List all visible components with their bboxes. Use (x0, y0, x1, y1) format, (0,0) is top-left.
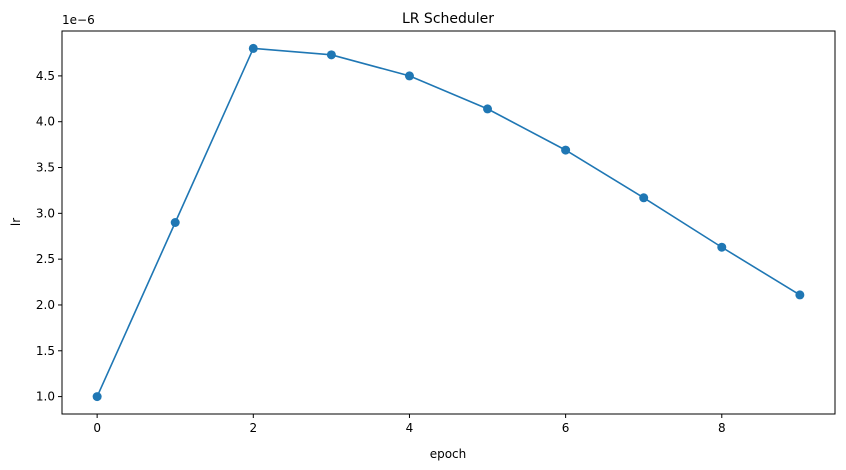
data-point (326, 50, 336, 60)
y-axis-label: lr (9, 218, 23, 226)
x-tick-label: 4 (406, 421, 414, 435)
chart-title: LR Scheduler (402, 11, 494, 27)
data-point (404, 71, 414, 81)
series-line (96, 47, 801, 397)
y-tick-label: 3.5 (36, 161, 55, 175)
y-offset-label: 1e−6 (62, 13, 95, 27)
data-point (639, 193, 649, 203)
data-point (170, 218, 180, 227)
x-tick-label: 2 (249, 421, 257, 435)
axis-ticks: 0 2 4 6 8 1.0 1.5 2.0 2.5 3.0 3.5 4.0 4.5 (36, 69, 726, 435)
x-axis-label: epoch (430, 447, 467, 461)
data-point (717, 242, 727, 252)
x-tick-label: 0 (93, 421, 101, 435)
y-tick-label: 4.0 (36, 115, 55, 129)
y-tick-label: 1.5 (36, 344, 55, 358)
data-point (795, 290, 805, 300)
plot-area (92, 43, 805, 402)
y-tick-label: 4.5 (36, 69, 55, 83)
data-point (248, 43, 258, 53)
y-tick-label: 2.0 (36, 298, 55, 312)
y-tick-label: 1.0 (36, 390, 55, 404)
data-point (92, 392, 102, 402)
data-point (483, 104, 493, 114)
y-tick-label: 2.5 (36, 252, 55, 266)
axes-frame (61, 30, 836, 415)
x-tick-label: 8 (718, 421, 726, 435)
data-point (561, 145, 571, 155)
y-tick-label: 3.0 (36, 206, 55, 220)
x-tick-label: 6 (562, 421, 570, 435)
